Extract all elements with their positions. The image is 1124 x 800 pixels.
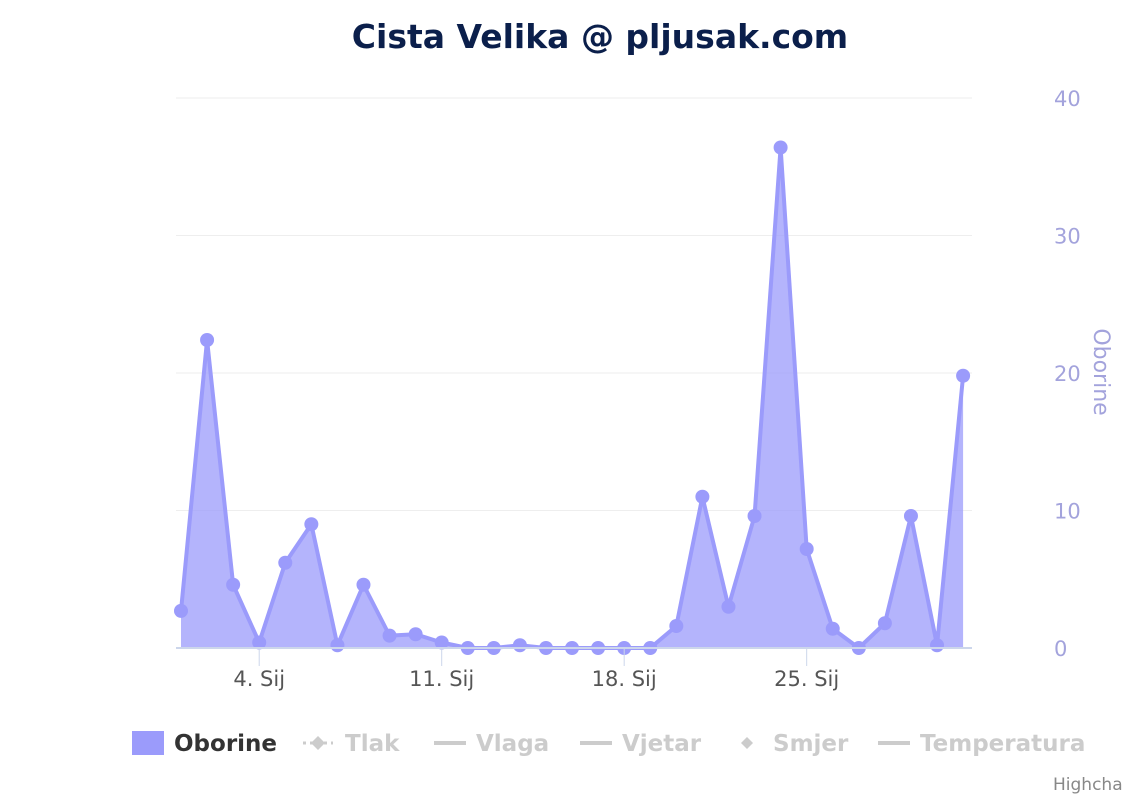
legend-label: Vjetar [622,731,702,757]
data-point[interactable] [278,555,293,570]
y-tick-label: 20 [1054,362,1081,386]
legend-label: Tlak [345,731,400,757]
data-point[interactable] [877,616,892,631]
data-point[interactable] [721,599,736,614]
legend-symbol [132,731,164,755]
data-point[interactable] [695,489,710,504]
x-tick-label: 4. Sij [233,667,285,691]
x-tick-label: 11. Sij [409,667,474,691]
legend-item-vlaga[interactable]: Vlaga [434,731,549,757]
y-axis-ticks: 0 10 20 30 40 [1054,87,1081,661]
x-axis: 4. Sij 11. Sij 18. Sij 25. Sij [176,647,972,691]
data-point[interactable] [799,542,814,556]
y-tick-label: 30 [1054,225,1081,249]
data-point[interactable] [330,638,345,653]
data-point[interactable] [174,603,188,618]
credits[interactable]: Highchar [1053,775,1124,795]
chart-title: Cista Velika @ pljusak.com [352,17,848,56]
legend-symbol-diamond [741,737,753,749]
legend-symbol-diamond [311,736,325,750]
data-point[interactable] [512,638,527,653]
data-point[interactable] [200,333,215,347]
legend-label: Vlaga [476,731,549,757]
legend-label: Oborine [174,731,277,757]
y-tick-label: 0 [1054,637,1067,661]
legend: Oborine Tlak Vlaga Vjetar Smjer Temperatura [132,731,1085,757]
data-point[interactable] [382,628,397,643]
data-point[interactable] [773,140,788,155]
data-point[interactable] [356,577,371,592]
data-point[interactable] [956,368,971,383]
series-area [181,147,964,648]
x-tick-label: 25. Sij [774,667,839,691]
data-point[interactable] [669,619,684,633]
legend-item-vjetar[interactable]: Vjetar [580,731,702,757]
series-oborine[interactable] [174,140,971,656]
data-point[interactable] [747,509,762,523]
grid-lines [176,97,972,511]
y-tick-label: 40 [1054,87,1081,111]
legend-item-temperatura[interactable]: Temperatura [878,731,1085,757]
y-axis-label: Oborine [1088,328,1113,415]
data-point[interactable] [408,627,423,642]
data-point[interactable] [252,635,267,650]
data-point[interactable] [304,517,319,532]
data-point[interactable] [930,638,945,653]
legend-item-tlak[interactable]: Tlak [303,731,400,757]
x-tick-label: 18. Sij [592,667,657,691]
data-point[interactable] [434,635,449,650]
legend-item-oborine[interactable]: Oborine [132,731,277,757]
data-point[interactable] [903,509,918,523]
legend-label: Temperatura [920,731,1085,757]
legend-label: Smjer [773,731,849,757]
data-point[interactable] [825,621,840,636]
y-tick-label: 10 [1054,500,1081,524]
data-point[interactable] [226,577,241,592]
legend-item-smjer[interactable]: Smjer [741,731,849,757]
